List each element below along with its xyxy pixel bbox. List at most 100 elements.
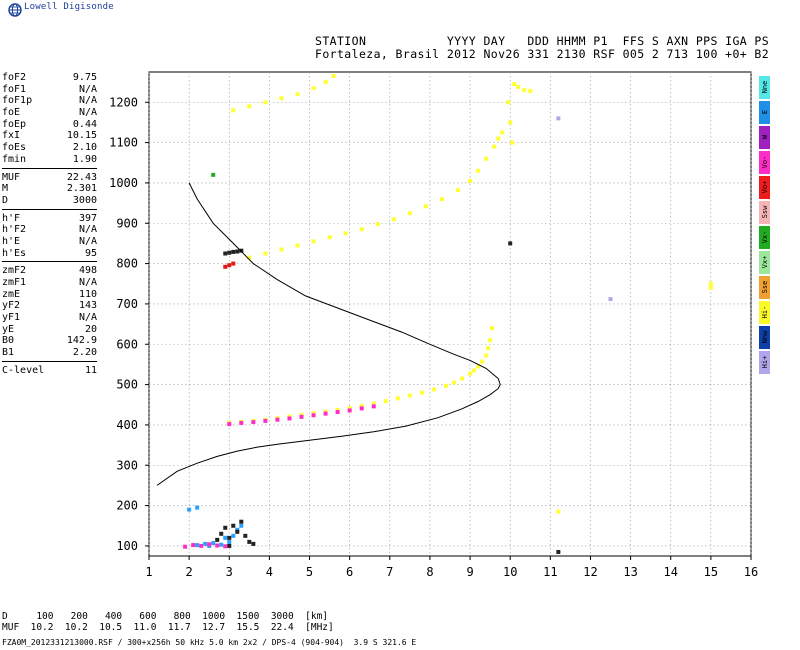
echo-point xyxy=(484,353,489,358)
echo-point xyxy=(468,178,473,183)
echo-point xyxy=(512,82,517,87)
param-name: zmE xyxy=(2,288,21,300)
echo-point xyxy=(708,281,713,286)
x-tick-label: 6 xyxy=(346,565,353,579)
x-tick-label: 12 xyxy=(583,565,597,579)
param-value: 498 xyxy=(78,265,97,277)
echo-point xyxy=(472,368,477,373)
echo-point xyxy=(323,409,328,414)
echo-point xyxy=(456,188,461,193)
param-value: N/A xyxy=(78,83,97,95)
polarization-legend: Nne E W Vo- Vo+ Ssw Vx- Vx+ Sse Hi- Nnw Hi+ xyxy=(759,76,770,376)
param-name: foF1p xyxy=(2,95,33,107)
param-name: foE xyxy=(2,107,21,119)
echo-point xyxy=(522,88,527,93)
echo-point xyxy=(227,543,232,548)
y-tick-label: 200 xyxy=(116,499,138,513)
echo-point xyxy=(311,413,316,418)
param-name: h'E xyxy=(2,235,21,247)
echo-point xyxy=(508,241,513,246)
param-row: yF1 N/A xyxy=(2,312,97,324)
y-tick-label: 300 xyxy=(116,458,138,472)
y-tick-label: 100 xyxy=(116,539,138,553)
param-row: M 2.301 xyxy=(2,183,97,195)
echo-point xyxy=(227,422,232,427)
param-row: zmE 110 xyxy=(2,289,97,301)
echo-point xyxy=(506,100,511,105)
echo-point xyxy=(452,380,457,385)
x-tick-label: 13 xyxy=(623,565,637,579)
echo-point xyxy=(227,263,232,268)
param-value: 20 xyxy=(84,323,97,335)
echo-point xyxy=(343,231,348,236)
x-tick-label: 4 xyxy=(266,565,273,579)
param-value: 9.75 xyxy=(72,72,97,83)
echo-point xyxy=(476,364,481,369)
echo-point xyxy=(219,542,224,547)
echo-point xyxy=(391,217,396,222)
param-value: 143 xyxy=(78,300,97,312)
echo-point xyxy=(347,405,352,410)
echo-point xyxy=(239,248,244,253)
legend-item: Hi- xyxy=(759,301,770,324)
param-name: foF2 xyxy=(2,72,27,83)
param-row: zmF2 498 xyxy=(2,265,97,277)
param-row: foE N/A xyxy=(2,107,97,119)
param-value: 2.10 xyxy=(72,142,97,154)
station-header: STATION YYYY DAY DDD HHMM P1 FFS S AXN P… xyxy=(315,35,769,61)
echo-point xyxy=(223,264,228,269)
echo-point xyxy=(227,539,232,544)
param-row: yE 20 xyxy=(2,324,97,336)
legend-label: Hi+ xyxy=(760,355,769,369)
file-info-footer: FZA0M_2012331213000.RSF / 300+x256h 50 k… xyxy=(2,638,417,647)
echo-point xyxy=(335,407,340,412)
echo-point xyxy=(279,247,284,252)
echo-point xyxy=(508,120,513,125)
x-tick-label: 8 xyxy=(426,565,433,579)
param-name: zmF2 xyxy=(2,265,27,277)
echo-point xyxy=(287,416,292,421)
param-name: MUF xyxy=(2,171,21,183)
param-row: h'E N/A xyxy=(2,236,97,248)
param-name: C-level xyxy=(2,364,45,376)
y-tick-label: 900 xyxy=(116,216,138,230)
echo-point xyxy=(203,541,208,546)
echo-point xyxy=(215,537,220,542)
legend-label: Vx- xyxy=(760,230,769,244)
legend-label: Vx+ xyxy=(760,255,769,269)
echo-point xyxy=(195,543,200,548)
echo-point xyxy=(223,544,228,549)
param-value: 2.20 xyxy=(72,347,97,359)
echo-point xyxy=(443,383,448,388)
param-value: N/A xyxy=(78,95,97,107)
echo-point xyxy=(516,84,521,89)
echo-point xyxy=(279,96,284,101)
x-tick-label: 5 xyxy=(306,565,313,579)
param-row: h'Es 95 xyxy=(2,248,97,260)
param-value: 10.15 xyxy=(66,130,97,142)
echo-point xyxy=(359,406,364,411)
y-tick-label: 600 xyxy=(116,337,138,351)
y-tick-label: 1100 xyxy=(109,136,138,150)
echo-point xyxy=(331,74,336,79)
scaled-parameters-panel: foF2 9.75 foF1 N/A foF1p N/A foE N/A foEp 0.44 fxI… xyxy=(2,72,97,377)
echo-point xyxy=(299,412,304,417)
echo-point xyxy=(359,227,364,232)
echo-point xyxy=(323,80,328,85)
params-divider xyxy=(2,360,97,362)
echo-point xyxy=(275,417,280,422)
globe-logo-icon xyxy=(8,3,22,17)
param-row: B1 2.20 xyxy=(2,347,97,359)
param-name: zmF1 xyxy=(2,277,27,288)
params-divider xyxy=(2,167,97,169)
echo-point xyxy=(490,326,495,331)
echo-point xyxy=(460,376,465,381)
param-value: 142.9 xyxy=(66,335,97,347)
params-divider xyxy=(2,261,97,263)
echo-point xyxy=(371,404,376,409)
legend-item: W xyxy=(759,126,770,149)
param-value: 22.43 xyxy=(66,171,97,183)
echo-point xyxy=(311,239,316,244)
echo-point xyxy=(510,140,515,145)
